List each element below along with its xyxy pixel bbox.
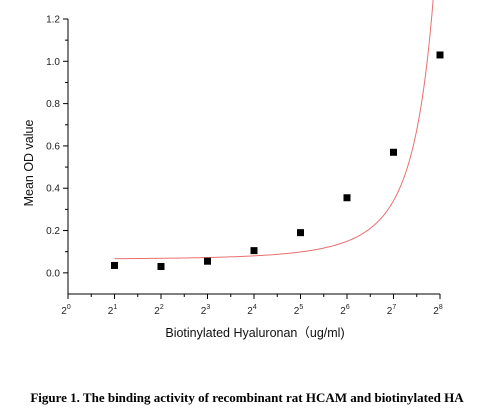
chart: 0.00.20.40.60.81.01.220 21 22 23 24 25 26 27 28 … — [22, 0, 444, 340]
y-tick-label: 0.8 — [46, 99, 60, 110]
y-tick-label: 0.4 — [46, 184, 60, 195]
y-tick-label: 1.0 — [46, 57, 60, 68]
x-tick-exponent: 5 — [299, 304, 303, 311]
data-point — [111, 261, 118, 269]
data-point — [343, 194, 351, 202]
figure-caption: Figure 1. The binding activity of recomb… — [30, 390, 464, 405]
data-point — [436, 51, 444, 59]
x-tick-exponent: 3 — [206, 304, 210, 311]
y-tick-label: 0.2 — [46, 226, 60, 237]
x-tick-exponent: 1 — [113, 304, 117, 311]
x-tick-label: 28 — [433, 304, 443, 317]
data-point — [390, 148, 397, 156]
x-tick-exponent: 0 — [67, 304, 71, 311]
y-tick-label: 0.0 — [46, 268, 60, 279]
x-tick-exponent: 2 — [160, 304, 164, 311]
x-tick-exponent: 6 — [346, 304, 350, 311]
x-tick-label: 23 — [201, 304, 211, 317]
x-tick-label: 24 — [247, 304, 257, 317]
data-point — [250, 247, 258, 255]
x-tick-exponent: 7 — [392, 304, 396, 311]
fit-curve — [114, 0, 434, 260]
y-tick-label: 0.6 — [46, 141, 60, 152]
x-axis-label: Biotinylated Hyaluronan（ug/ml) — [165, 326, 344, 340]
x-tick-label: 27 — [387, 304, 397, 317]
x-tick-label: 26 — [340, 304, 350, 317]
x-tick-label: 21 — [108, 304, 118, 317]
x-tick-label: 25 — [294, 304, 304, 317]
y-axis-label: Mean OD value — [22, 120, 36, 207]
x-tick-exponent: 8 — [439, 304, 443, 311]
x-tick-exponent: 4 — [253, 304, 257, 311]
y-tick-label: 1.2 — [46, 15, 60, 26]
x-tick-label: 20 — [61, 304, 71, 317]
x-tick-label: 22 — [154, 304, 164, 317]
data-point — [297, 229, 304, 237]
data-point — [204, 257, 211, 265]
chart-axes: 0.00.20.40.60.81.01.220 21 22 23 24 25 26 27 28 — [46, 15, 443, 318]
data-points — [111, 51, 444, 270]
data-point — [157, 263, 165, 270]
